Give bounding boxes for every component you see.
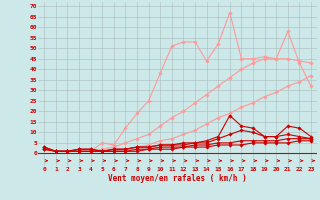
X-axis label: Vent moyen/en rafales ( km/h ): Vent moyen/en rafales ( km/h ): [108, 174, 247, 183]
